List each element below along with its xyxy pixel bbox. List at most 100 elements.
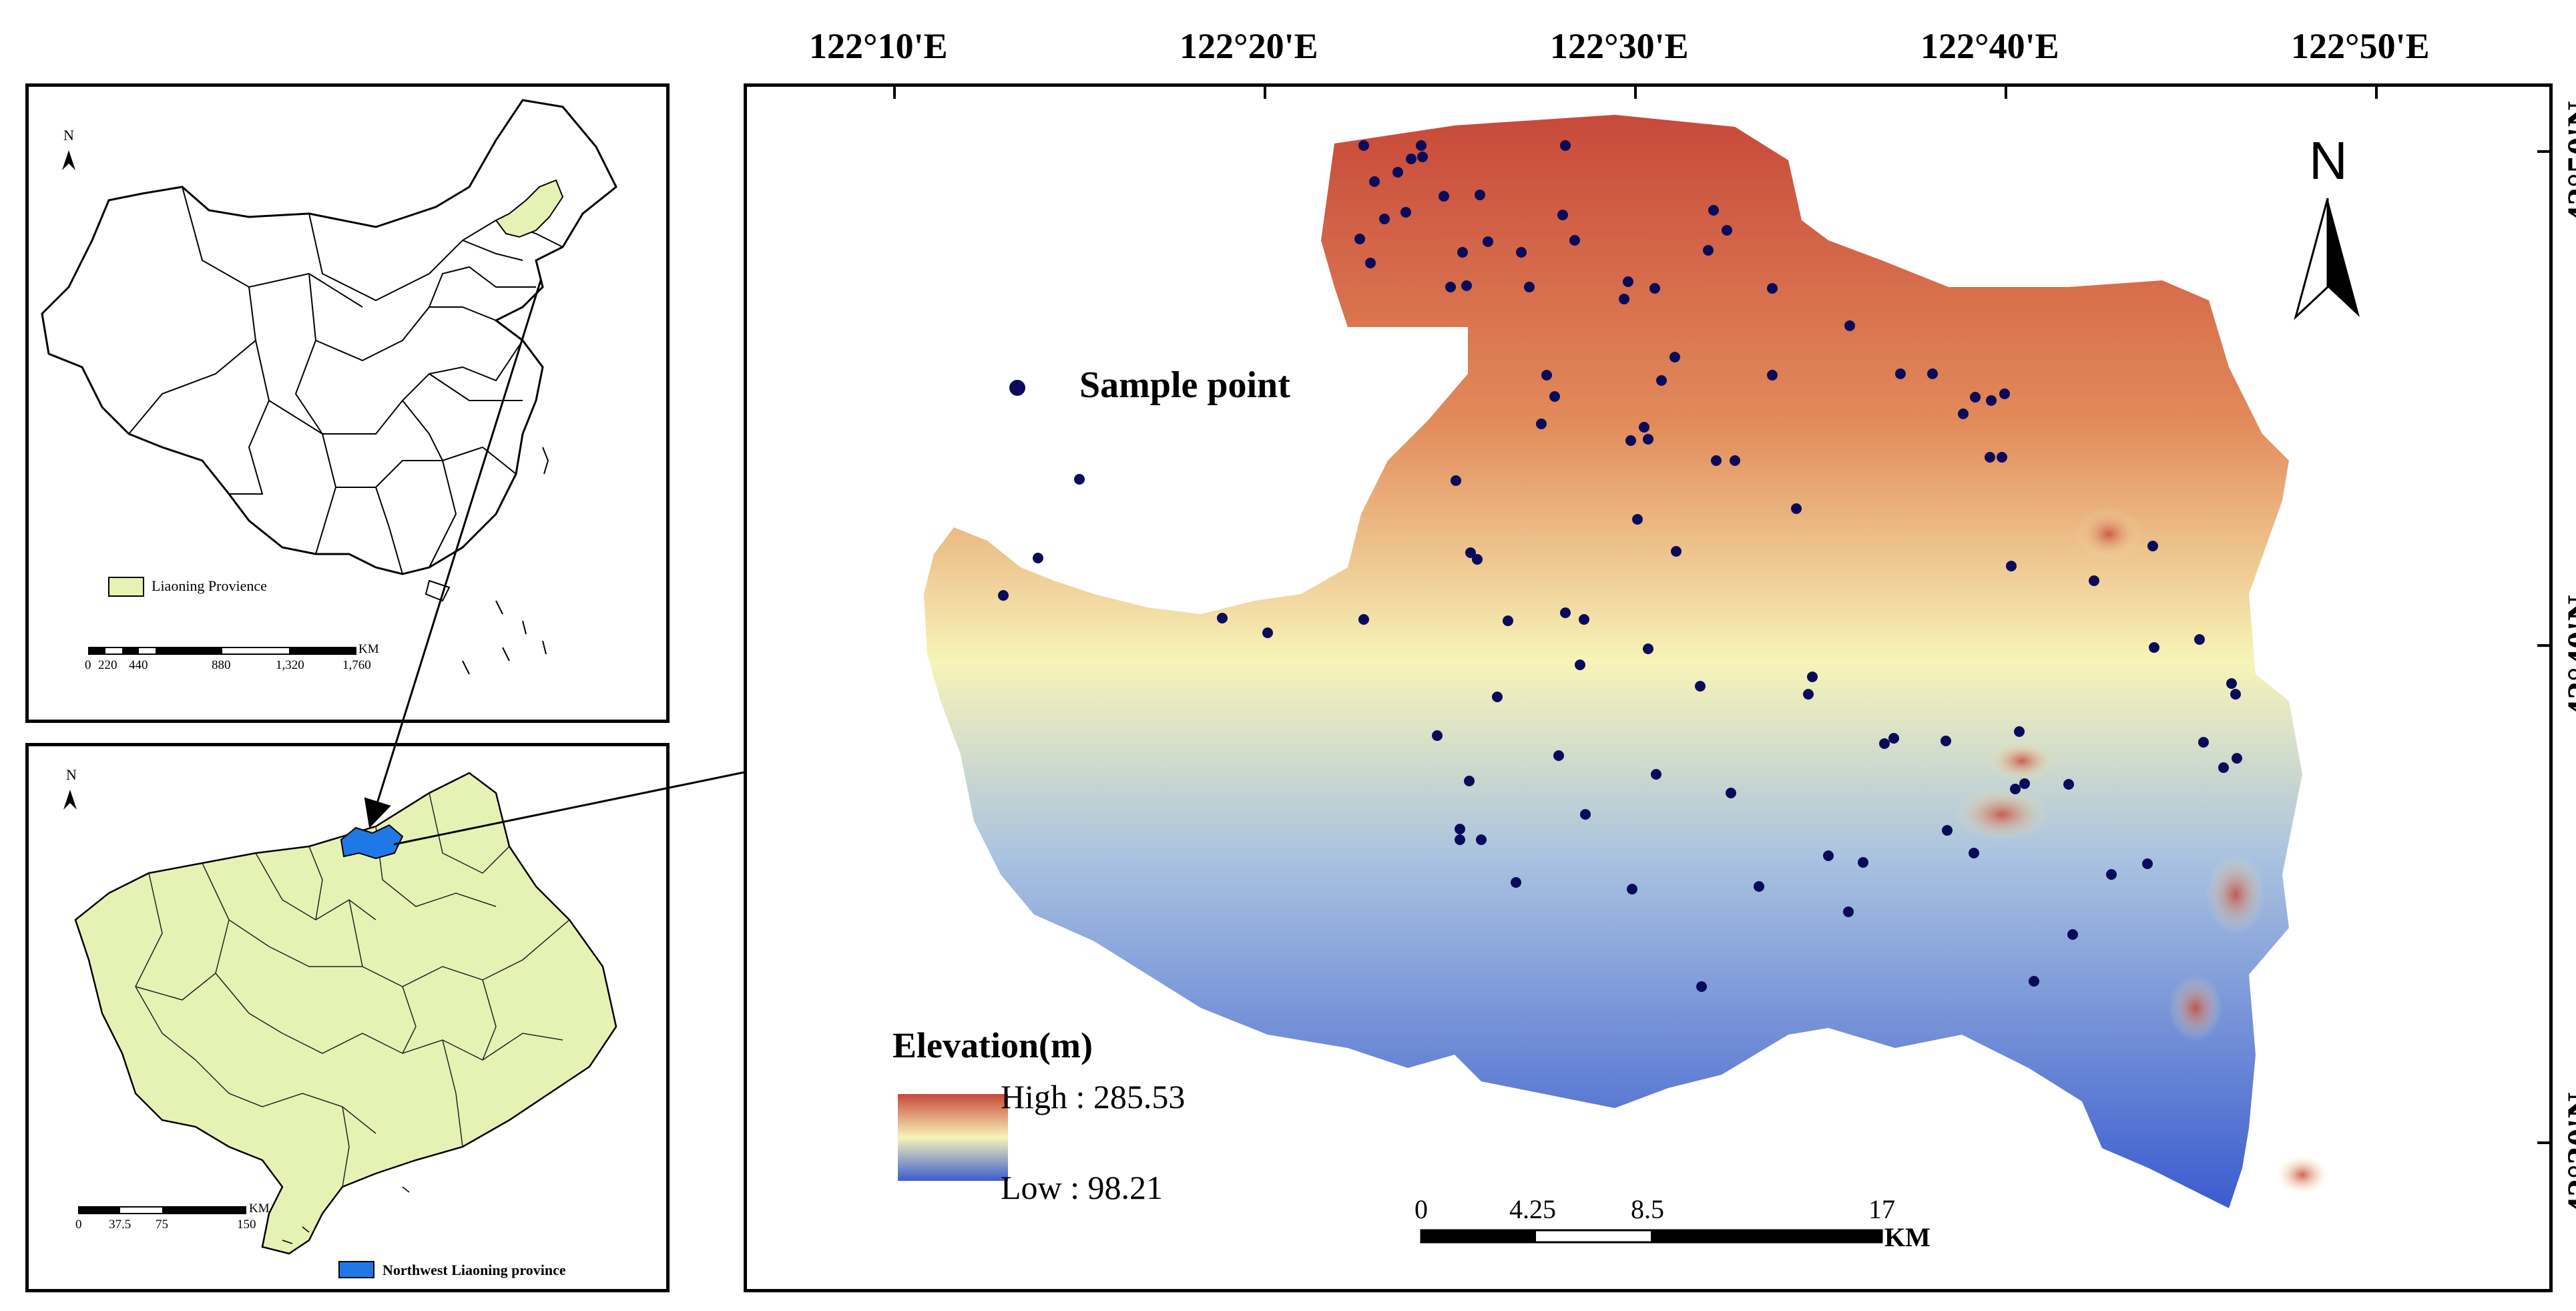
sample-point — [1365, 258, 1376, 268]
china-inset-panel: N Liaoning Provience KM 0 220 440 880 1,… — [25, 83, 670, 723]
sample-point — [2067, 929, 2078, 940]
latitude-label: 42°50'N — [2560, 101, 2576, 224]
china-scale-tick: 0 — [85, 658, 91, 672]
sample-point — [1643, 434, 1653, 445]
sample-point — [1503, 615, 1513, 626]
sample-point — [1767, 283, 1778, 294]
sample-point — [1492, 692, 1503, 702]
sample-point — [1858, 857, 1868, 868]
liaoning-islands — [282, 1186, 410, 1244]
sample-point — [1927, 368, 1938, 379]
elevation-hotspot — [2075, 507, 2142, 561]
sample-point — [1807, 672, 1818, 682]
sample-point — [1549, 391, 1560, 402]
liaoning-scale-bar — [78, 1206, 246, 1214]
sample-point — [1985, 452, 1995, 463]
sample-point — [1457, 247, 1468, 258]
elevation-hotspot — [1955, 788, 2049, 841]
sample-point — [1217, 613, 1228, 623]
sample-point — [1416, 140, 1427, 151]
china-legend-label: Liaoning Provience — [152, 577, 267, 594]
main-map-panel: 122°10'E 122°20'E 122°30'E 122°40'E 122°… — [744, 26, 2576, 1292]
sample-point — [1791, 503, 1802, 514]
sample-point — [2226, 678, 2237, 689]
main-scale-tick: 17 — [1868, 1194, 1895, 1224]
sample-point — [1439, 191, 1449, 202]
liaoning-map — [63, 772, 617, 1278]
sample-point — [1651, 769, 1661, 780]
sample-point — [1516, 247, 1527, 258]
liaoning-highlight — [495, 179, 564, 238]
sample-point — [1639, 422, 1649, 433]
north-arrow-icon — [63, 790, 77, 810]
sample-point — [1649, 283, 1660, 294]
sample-point — [1575, 660, 1585, 670]
elevation-legend-high: High : 285.53 — [1001, 1078, 1186, 1115]
sample-point — [2230, 689, 2241, 700]
sample-point — [2142, 858, 2153, 869]
sample-point — [1579, 614, 1589, 625]
sample-point — [1400, 207, 1411, 218]
sample-point — [1569, 235, 1580, 246]
main-north-arrow-icon — [2294, 198, 2360, 320]
sample-point — [1379, 214, 1390, 224]
sample-point — [1560, 607, 1571, 618]
sample-point — [1625, 435, 1636, 446]
sample-point — [1455, 824, 1465, 834]
elevation-hotspot — [1989, 741, 2055, 781]
longitude-label: 122°10'E — [809, 26, 948, 66]
sample-point — [1553, 750, 1564, 761]
elevation-legend-low: Low : 98.21 — [1001, 1169, 1164, 1206]
sample-point — [1803, 689, 1814, 700]
sample-point — [1483, 236, 1493, 247]
elevation-hotspot — [2206, 854, 2266, 935]
sample-point — [1726, 788, 1736, 798]
sample-point — [1455, 834, 1465, 845]
sample-point — [1767, 370, 1778, 380]
sample-point — [2147, 541, 2158, 551]
china-outline — [41, 99, 617, 575]
sample-point — [1696, 981, 1707, 992]
china-scale-tick: 220 — [98, 658, 117, 672]
sample-point — [2149, 642, 2159, 653]
sample-point — [1888, 733, 1899, 744]
sample-legend-label: Sample point — [1079, 364, 1290, 406]
sample-point — [1560, 140, 1571, 151]
sample-point — [1354, 234, 1365, 244]
sample-point — [1895, 368, 1906, 379]
sample-point — [2063, 779, 2074, 790]
latitude-label: 42°30'N — [2560, 1092, 2576, 1215]
sample-point — [1369, 176, 1380, 187]
sample-point — [1358, 140, 1369, 151]
sample-point — [1074, 474, 1085, 485]
main-scale-tick: 4.25 — [1509, 1194, 1556, 1224]
liaoning-inset-panel: N Northwest Liaoning province KM 0 37.5 … — [25, 743, 670, 1292]
sample-point — [1580, 809, 1591, 820]
sample-point — [2019, 778, 2030, 789]
north-arrow-icon — [62, 150, 75, 170]
longitude-label: 122°50'E — [2291, 26, 2430, 66]
sample-point — [2106, 869, 2117, 880]
liaoning-scale-tick: 0 — [75, 1218, 82, 1232]
sample-point — [2014, 726, 2025, 737]
sample-points-layer — [998, 140, 2242, 992]
sample-point — [1632, 514, 1643, 525]
liaoning-legend-label: Northwest Liaoning province — [382, 1262, 566, 1278]
china-scale-tick: 880 — [212, 658, 231, 672]
sample-point — [2089, 575, 2099, 586]
liaoning-legend-swatch — [338, 1261, 374, 1278]
main-scale-bar — [1420, 1229, 1883, 1244]
sample-point — [1843, 906, 1854, 917]
china-legend-swatch — [108, 577, 144, 597]
sample-point — [2232, 753, 2242, 764]
latitude-label: 42°40'N — [2560, 595, 2576, 718]
sample-point — [1432, 730, 1443, 741]
china-north-label: N — [63, 127, 74, 144]
liaoning-north-label: N — [66, 766, 77, 783]
longitude-label: 122°20'E — [1180, 26, 1318, 66]
sample-point — [2198, 737, 2209, 748]
longitude-label: 122°30'E — [1550, 26, 1689, 66]
sample-point — [1844, 320, 1855, 331]
china-scale-unit: KM — [358, 642, 379, 656]
sample-point — [1711, 455, 1722, 466]
